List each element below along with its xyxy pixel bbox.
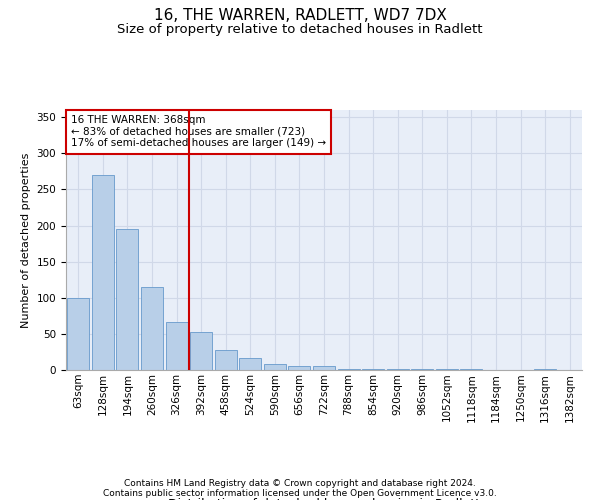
Bar — [386, 368, 409, 370]
Text: 16, THE WARREN, RADLETT, WD7 7DX: 16, THE WARREN, RADLETT, WD7 7DX — [154, 8, 446, 22]
Bar — [92, 175, 114, 370]
Bar — [239, 358, 262, 370]
Bar — [67, 298, 89, 370]
Bar — [313, 366, 335, 370]
Bar — [141, 287, 163, 370]
Bar — [215, 350, 237, 370]
Text: Size of property relative to detached houses in Radlett: Size of property relative to detached ho… — [117, 22, 483, 36]
Text: Contains HM Land Registry data © Crown copyright and database right 2024.: Contains HM Land Registry data © Crown c… — [124, 478, 476, 488]
Bar — [166, 322, 188, 370]
Text: 16 THE WARREN: 368sqm
← 83% of detached houses are smaller (723)
17% of semi-det: 16 THE WARREN: 368sqm ← 83% of detached … — [71, 115, 326, 148]
X-axis label: Distribution of detached houses by size in Radlett: Distribution of detached houses by size … — [168, 498, 480, 500]
Bar — [289, 366, 310, 370]
Bar — [116, 229, 139, 370]
Text: Contains public sector information licensed under the Open Government Licence v3: Contains public sector information licen… — [103, 488, 497, 498]
Bar — [190, 332, 212, 370]
Bar — [264, 364, 286, 370]
Y-axis label: Number of detached properties: Number of detached properties — [21, 152, 31, 328]
